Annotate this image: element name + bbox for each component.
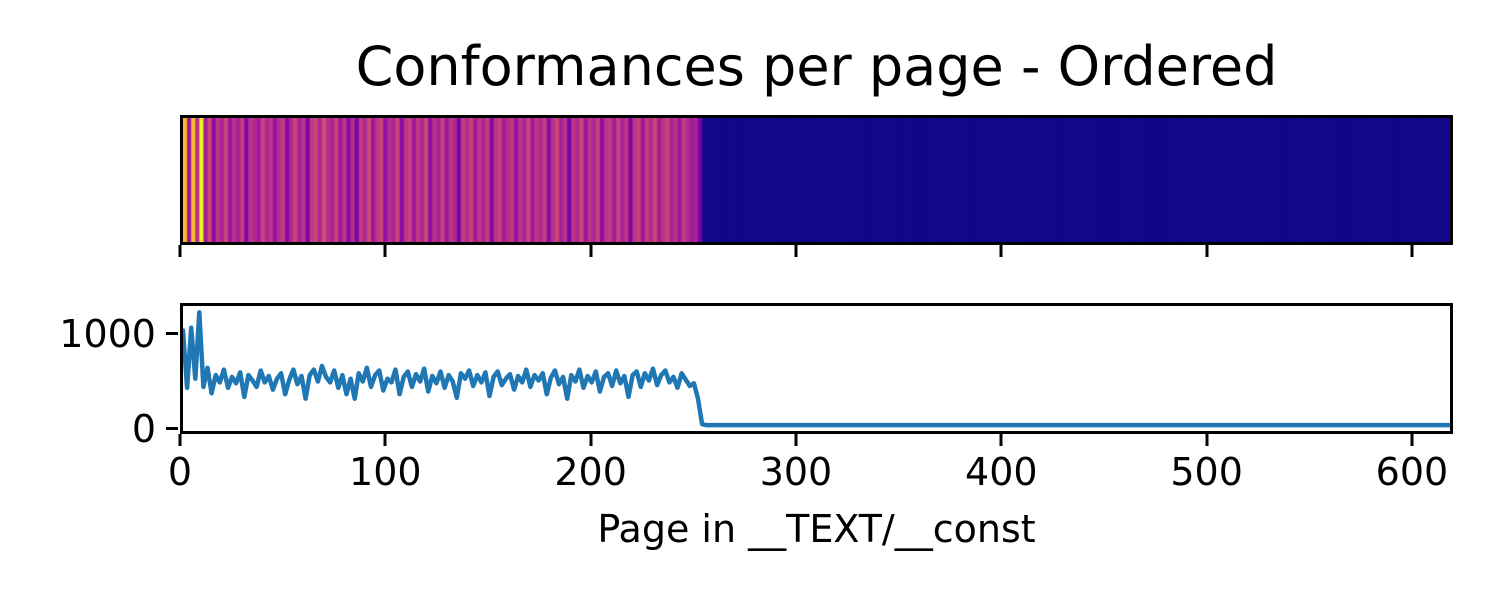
x-tick-mark-100	[383, 245, 387, 257]
y-tick-mark-1000	[166, 332, 178, 335]
line-x-ticks	[178, 434, 1453, 446]
heatmap-strip-plot	[180, 115, 1453, 245]
x-tick-label-200: 200	[554, 450, 627, 494]
y-tick-mark-0	[166, 427, 178, 430]
x-tick-mark-600	[1410, 245, 1414, 257]
x-tick-labels: 0 100 200 300 400 500 600	[168, 450, 1453, 494]
x-tick-mark-100	[383, 434, 387, 446]
x-tick-mark-600	[1410, 434, 1414, 446]
x-tick-mark-400	[999, 434, 1003, 446]
line-chart-plot	[180, 303, 1453, 434]
line-series-path	[183, 310, 1450, 428]
x-tick-mark-400	[999, 245, 1003, 257]
y-tick-label-1000: 1000	[59, 312, 156, 356]
x-tick-mark-0	[178, 434, 182, 446]
y-tick-label-0: 0	[131, 407, 156, 451]
chart-title: Conformances per page - Ordered	[355, 35, 1278, 98]
line-chart-svg	[183, 310, 1450, 428]
x-axis-label: Page in __TEXT/__const	[597, 507, 1036, 551]
x-tick-mark-300	[794, 434, 798, 446]
x-tick-mark-0	[178, 245, 182, 257]
x-tick-mark-500	[1205, 245, 1209, 257]
x-tick-label-0: 0	[167, 450, 193, 494]
x-tick-mark-200	[589, 245, 593, 257]
x-tick-label-100: 100	[349, 450, 422, 494]
x-tick-label-500: 500	[1170, 450, 1243, 494]
x-tick-mark-200	[589, 434, 593, 446]
x-tick-label-400: 400	[965, 450, 1038, 494]
heatmap-x-ticks	[178, 245, 1453, 257]
x-tick-label-300: 300	[759, 450, 833, 494]
x-tick-mark-300	[794, 245, 798, 257]
x-tick-mark-500	[1205, 434, 1209, 446]
heatmap-canvas	[183, 118, 1450, 242]
x-tick-label-600: 600	[1375, 450, 1449, 494]
